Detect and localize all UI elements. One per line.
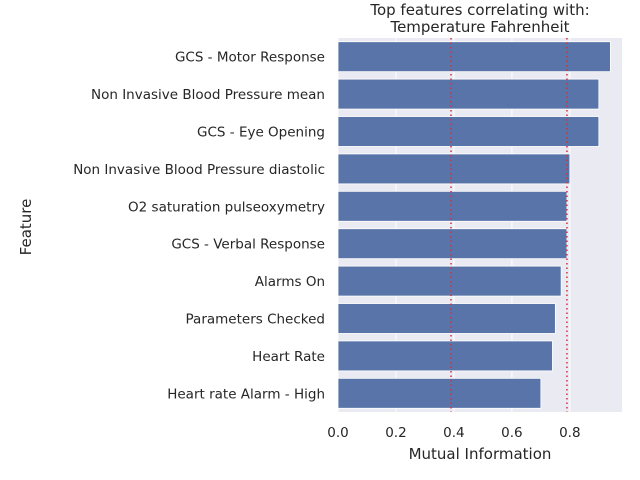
bar: [337, 41, 611, 73]
x-tick-label: 0.0: [327, 425, 348, 441]
bar: [337, 228, 568, 260]
bar: [337, 153, 571, 185]
y-tick-label: Non Invasive Blood Pressure mean: [91, 87, 325, 103]
bar: [337, 340, 553, 372]
bar: [337, 303, 556, 334]
chart-title-line-2: Temperature Fahrenheit: [389, 18, 569, 36]
reference-lines: [450, 38, 568, 412]
x-tick-labels: 0.0 0.2 0.4 0.6 0.8: [327, 425, 580, 441]
y-tick-label: GCS - Verbal Response: [171, 237, 325, 253]
bar: [337, 116, 600, 147]
bars: [337, 41, 611, 409]
bar: [337, 265, 562, 297]
bar: [337, 190, 568, 222]
y-tick-labels: GCS - Motor Response Non Invasive Blood P…: [73, 50, 325, 403]
x-tick-label: 0.4: [443, 425, 464, 441]
y-tick-label: GCS - Eye Opening: [197, 125, 325, 141]
x-tick-label: 0.2: [385, 425, 406, 441]
x-tick-label: 0.8: [559, 425, 580, 441]
x-tick-label: 0.6: [501, 425, 522, 441]
y-tick-label: Alarms On: [255, 274, 325, 290]
x-axis-title: Mutual Information: [409, 445, 552, 463]
y-tick-label: O2 saturation pulseoxymetry: [128, 199, 325, 215]
y-tick-label: GCS - Motor Response: [175, 50, 325, 66]
y-tick-label: Non Invasive Blood Pressure diastolic: [73, 162, 325, 178]
chart-title-line-1: Top features correlating with:: [369, 1, 589, 19]
y-axis-title: Feature: [17, 199, 35, 256]
bar: [337, 78, 600, 110]
y-tick-label: Parameters Checked: [186, 312, 325, 328]
bar: [337, 377, 542, 409]
y-tick-label: Heart Rate: [252, 349, 325, 365]
y-tick-label: Heart rate Alarm - High: [167, 386, 325, 402]
